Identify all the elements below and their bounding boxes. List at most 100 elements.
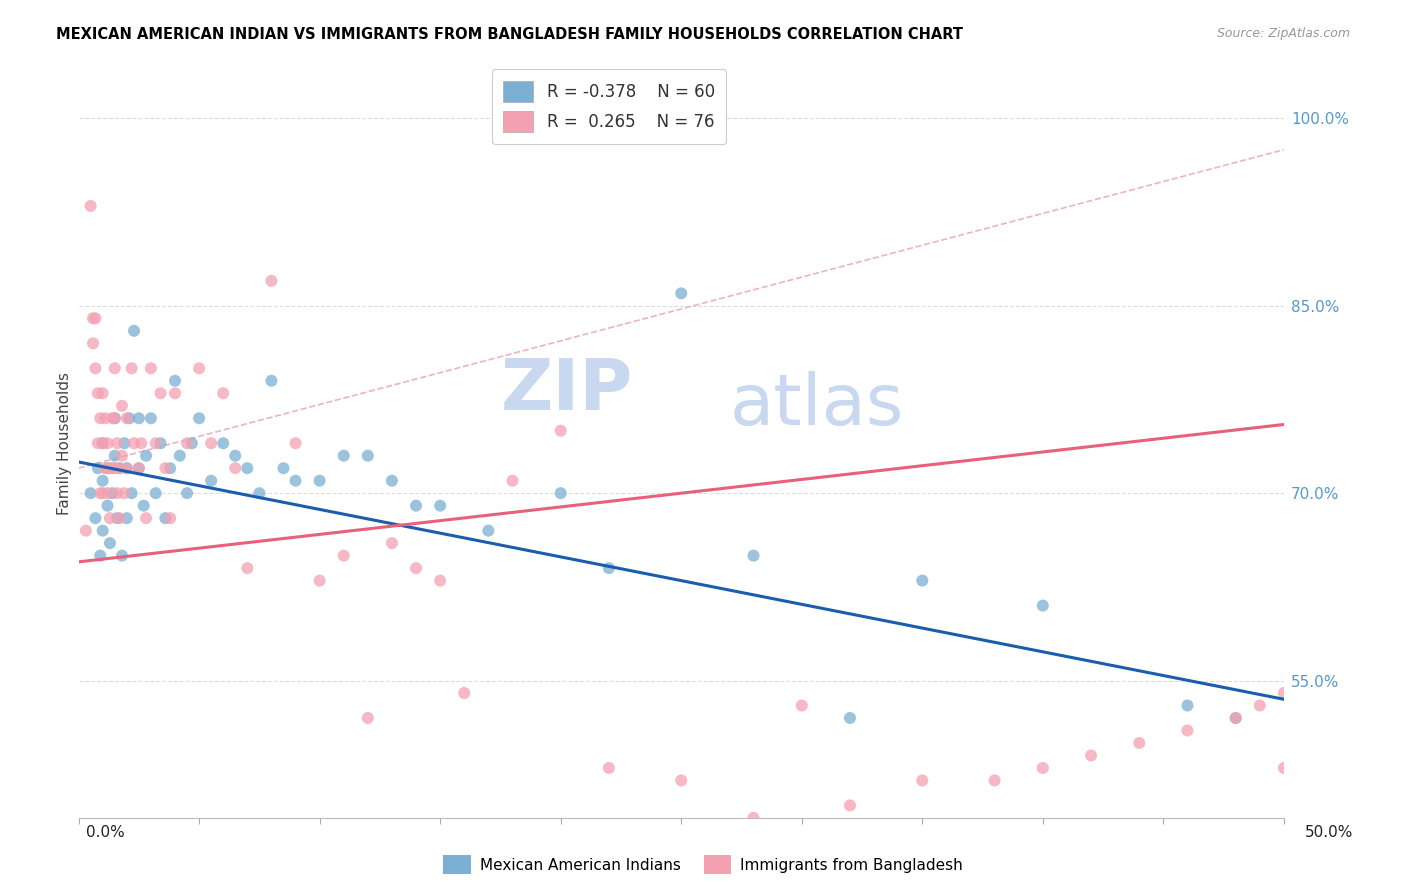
Point [91,524,114,538]
Point [200,474,222,488]
Point [87,386,110,401]
Point [671,773,693,788]
Point [108,511,131,525]
Point [96,461,118,475]
Point [105,436,128,450]
Point [128,411,150,425]
Point [101,411,124,425]
Legend: Mexican American Indians, Immigrants from Bangladesh: Mexican American Indians, Immigrants fro… [437,849,969,880]
Point [1272,686,1295,700]
Point [273,461,295,475]
Point [79,486,101,500]
Point [91,486,114,500]
Point [839,711,862,725]
Point [84,311,107,326]
Point [188,361,211,376]
Point [98,536,121,550]
Point [149,386,172,401]
Point [284,474,307,488]
Point [108,461,131,475]
Point [911,574,934,588]
Point [128,461,150,475]
Point [91,436,114,450]
Text: 0.0%: 0.0% [86,825,125,840]
Point [75,524,97,538]
Point [96,499,118,513]
Point [155,511,177,525]
Point [128,461,150,475]
Point [91,386,114,401]
Point [121,361,143,376]
Point [236,561,259,575]
Point [260,374,283,388]
Point [212,436,235,450]
Point [91,474,114,488]
Point [104,411,127,425]
Point [200,436,222,450]
Point [247,486,270,500]
Point [135,511,157,525]
Text: Source: ZipAtlas.com: Source: ZipAtlas.com [1216,27,1350,40]
Point [145,436,167,450]
Point [111,399,134,413]
Point [129,436,152,450]
Point [79,199,101,213]
Point [550,424,572,438]
Point [308,574,330,588]
Point [550,486,572,500]
Point [94,461,117,475]
Point [89,549,111,563]
Point [163,386,186,401]
Point [671,286,693,301]
Point [332,449,354,463]
Point [159,511,181,525]
Point [112,486,135,500]
Point [405,499,427,513]
Point [1128,736,1150,750]
Point [742,811,765,825]
Point [1272,761,1295,775]
Point [332,549,354,563]
Point [212,386,235,401]
Point [501,474,523,488]
Point [105,511,128,525]
Text: atlas: atlas [730,371,904,441]
Point [1249,698,1271,713]
Point [89,411,111,425]
Legend: R = -0.378    N = 60, R =  0.265    N = 76: R = -0.378 N = 60, R = 0.265 N = 76 [492,70,727,144]
Point [105,486,128,500]
Point [429,574,451,588]
Point [260,274,283,288]
Point [104,411,127,425]
Point [87,436,110,450]
Point [477,524,499,538]
Point [1225,711,1247,725]
Point [111,549,134,563]
Point [1225,711,1247,725]
Point [84,361,107,376]
Point [381,474,404,488]
Point [115,511,138,525]
Point [84,511,107,525]
Point [101,486,124,500]
Point [98,511,121,525]
Text: ZIP: ZIP [501,356,633,425]
Point [983,773,1005,788]
Point [1177,698,1199,713]
Point [176,436,198,450]
Point [163,374,186,388]
Point [104,361,127,376]
Y-axis label: Family Households: Family Households [58,372,72,515]
Point [1080,748,1102,763]
Point [176,486,198,500]
Point [357,449,380,463]
Point [224,449,246,463]
Point [82,311,104,326]
Point [118,411,141,425]
Point [82,336,104,351]
Point [453,686,475,700]
Point [115,411,138,425]
Point [790,698,813,713]
Point [108,461,131,475]
Point [224,461,246,475]
